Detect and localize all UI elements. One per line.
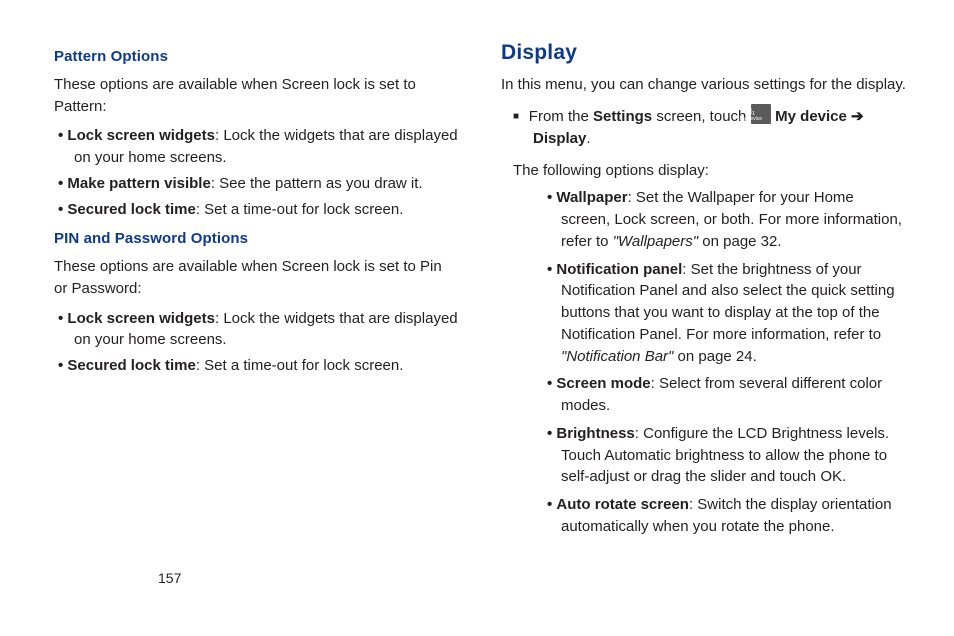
list-item: Wallpaper: Set the Wallpaper for your Ho…	[547, 187, 906, 252]
left-column: Pattern Options These options are availa…	[54, 38, 459, 544]
desc: : Set a time-out for lock screen.	[196, 201, 404, 218]
term: Notification panel	[556, 261, 682, 278]
step-settings: Settings	[593, 108, 652, 125]
term: Secured lock time	[67, 357, 195, 374]
term: Auto rotate screen	[556, 496, 689, 513]
list-item: Make pattern visible: See the pattern as…	[58, 173, 459, 195]
icon-bottom: My device	[754, 117, 768, 122]
step-item: From the Settings screen, touch □₁My dev…	[513, 104, 906, 538]
list-item: Screen mode: Select from several differe…	[547, 373, 906, 417]
list-item: Brightness: Configure the LCD Brightness…	[547, 423, 906, 488]
list-item: Notification panel: Set the brightness o…	[547, 259, 906, 368]
pattern-options-intro: These options are available when Screen …	[54, 74, 459, 118]
step-end: .	[586, 130, 590, 147]
list-item: Secured lock time: Set a time-out for lo…	[58, 355, 459, 377]
term: Screen mode	[556, 375, 650, 392]
heading-pattern-options: Pattern Options	[54, 46, 459, 68]
display-steps: From the Settings screen, touch □₁My dev…	[501, 104, 906, 538]
step-display: Display	[533, 130, 586, 147]
desc: : See the pattern as you draw it.	[211, 175, 423, 192]
ref: "Wallpapers"	[613, 233, 698, 250]
page-number: 157	[158, 568, 181, 588]
step-mid: screen, touch	[652, 108, 750, 125]
step-pre: From the	[529, 108, 593, 125]
term: Wallpaper	[556, 189, 627, 206]
right-column: Display In this menu, you can change var…	[501, 38, 906, 544]
term: Secured lock time	[67, 201, 195, 218]
step-mydevice: My device	[771, 108, 851, 125]
tail: on page 24.	[673, 348, 756, 365]
list-item: Auto rotate screen: Switch the display o…	[547, 494, 906, 538]
tail: on page 32.	[698, 233, 781, 250]
heading-pin-password-options: PIN and Password Options	[54, 228, 459, 250]
page-columns: Pattern Options These options are availa…	[54, 38, 906, 544]
my-device-icon: □₁My device	[751, 104, 771, 124]
arrow-icon: ➔	[851, 108, 864, 125]
step-note: The following options display:	[533, 160, 906, 182]
icon-top: □₁	[754, 107, 768, 116]
display-options-list: Wallpaper: Set the Wallpaper for your Ho…	[533, 187, 906, 537]
term: Make pattern visible	[67, 175, 210, 192]
pin-options-intro: These options are available when Screen …	[54, 256, 459, 300]
ref: "Notification Bar"	[561, 348, 673, 365]
pattern-options-list: Lock screen widgets: Lock the widgets th…	[54, 125, 459, 220]
display-intro: In this menu, you can change various set…	[501, 74, 906, 96]
list-item: Lock screen widgets: Lock the widgets th…	[58, 308, 459, 352]
term: Lock screen widgets	[67, 310, 215, 327]
pin-options-list: Lock screen widgets: Lock the widgets th…	[54, 308, 459, 377]
list-item: Secured lock time: Set a time-out for lo…	[58, 199, 459, 221]
desc: : Set a time-out for lock screen.	[196, 357, 404, 374]
list-item: Lock screen widgets: Lock the widgets th…	[58, 125, 459, 169]
term: Lock screen widgets	[67, 127, 215, 144]
term: Brightness	[556, 425, 634, 442]
heading-display: Display	[501, 38, 906, 68]
